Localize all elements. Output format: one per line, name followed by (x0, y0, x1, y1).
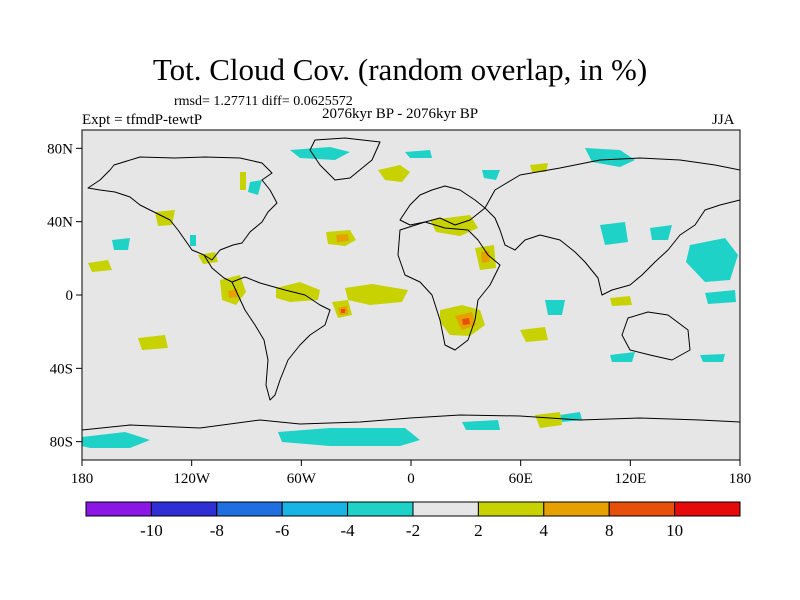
map-title: Tot. Cloud Cov. (random overlap, in %) (152, 52, 648, 87)
europe-coast (399, 185, 486, 226)
colorbar: -10 -8 -6 -4 -2 2 4 8 10 (85, 501, 741, 540)
africa-coast (397, 221, 501, 351)
colorbar-swatch (85, 501, 152, 517)
lon-tick-label: 60E (509, 471, 533, 487)
colorbar-label: -6 (275, 521, 289, 540)
longitude-axis: 180 120W 60W 0 60E 120E 180 (71, 460, 752, 487)
colorbar-swatch (216, 501, 283, 517)
latitude-axis: 80N 40N 0 40S 80S (47, 141, 82, 451)
colorbar-label: -4 (341, 521, 356, 540)
colorbar-swatch (150, 501, 218, 517)
colorbar-label: 4 (540, 521, 549, 540)
greenland-coast (309, 137, 381, 181)
lon-tick-label: 0 (407, 471, 415, 487)
lat-tick-label: 40S (50, 361, 73, 377)
south-america-coast (231, 276, 331, 401)
map-frame (81, 129, 741, 461)
colorbar-label: -10 (140, 521, 163, 540)
colorbar-label: 8 (605, 521, 614, 540)
lat-tick-label: 80N (47, 141, 73, 157)
season-label: JJA (712, 112, 735, 128)
colorbar-swatch (608, 501, 676, 517)
negative-anomaly-patches (82, 147, 738, 448)
lon-tick-label: 120E (614, 471, 646, 487)
period-label: 2076kyr BP - 2076kyr BP (322, 106, 479, 122)
north-america-coast (87, 156, 278, 261)
colorbar-swatch (543, 501, 610, 517)
lat-tick-label: 80S (50, 435, 73, 451)
colorbar-swatch (674, 501, 741, 517)
map-background (82, 130, 740, 460)
lon-tick-label: 180 (71, 471, 94, 487)
lon-tick-label: 120W (173, 471, 211, 487)
lat-tick-label: 0 (66, 288, 74, 304)
colorbar-label: 10 (666, 521, 683, 540)
colorbar-swatch (281, 501, 349, 517)
coastlines (82, 137, 740, 431)
colorbar-label: -2 (406, 521, 420, 540)
antarctica-coast (82, 414, 740, 431)
colorbar-label: 2 (474, 521, 483, 540)
australia-coast (621, 311, 691, 361)
colorbar-swatch (477, 501, 545, 517)
anomaly-field (82, 137, 740, 448)
colorbar-label: -8 (210, 521, 224, 540)
lon-tick-label: 60W (287, 471, 317, 487)
asia-coast (484, 157, 740, 296)
peak-positive-cores (341, 309, 470, 325)
lon-tick-label: 180 (729, 471, 752, 487)
experiment-label: Expt = tfmdP-tewtP (82, 112, 203, 128)
colorbar-swatch (412, 501, 479, 517)
lat-tick-label: 40N (47, 215, 73, 231)
central-america-coast (203, 254, 233, 283)
colorbar-swatch (347, 501, 414, 517)
stats-label: rmsd= 1.27711 diff= 0.0625572 (174, 94, 353, 109)
